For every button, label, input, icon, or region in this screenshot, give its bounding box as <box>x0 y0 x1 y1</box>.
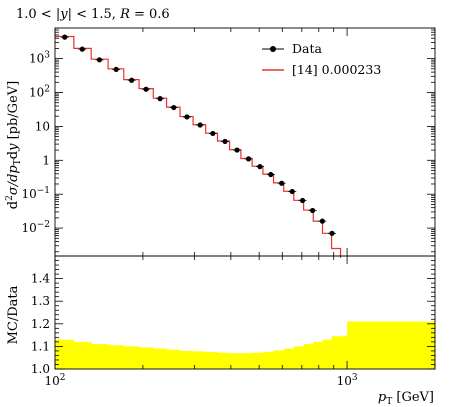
ratio-y-tick-label: 1.2 <box>31 317 50 331</box>
ratio-y-tick-label: 1.4 <box>31 272 50 286</box>
ratio-band-bin <box>240 353 253 369</box>
ratio-y-tick-label: 1.0 <box>31 362 50 376</box>
data-point <box>62 34 68 40</box>
main-y-tick-label: 10−2 <box>21 220 50 235</box>
ratio-band-bin <box>293 346 305 369</box>
chart-title: 1.0 < |y| < 1.5, R = 0.6 <box>16 7 170 22</box>
ratio-band-bin <box>313 341 323 369</box>
ratio-band-bin <box>139 347 154 369</box>
ratio-band-bin <box>322 339 332 369</box>
main-y-tick-label: 103 <box>29 51 50 66</box>
data-point <box>319 218 325 224</box>
data-point <box>96 57 103 63</box>
ratio-band-bin <box>91 344 109 369</box>
main-panel: 10−2 10−1 1 10 102 103 Data [14] 0.000233 <box>21 27 436 258</box>
ratio-panel: 1.0 1.1 1.2 1.3 1.4 102 103 <box>31 255 436 388</box>
data-point <box>129 77 135 83</box>
data-point <box>234 147 240 153</box>
ratio-band-bin <box>252 352 264 369</box>
ratio-frame <box>54 255 436 370</box>
legend: Data [14] 0.000233 <box>262 41 381 77</box>
main-y-tick-label: 102 <box>29 85 50 100</box>
ratio-band-bin <box>73 341 92 369</box>
data-point <box>309 207 316 214</box>
x-tick-labels: 102 103 <box>44 373 357 388</box>
data-point <box>299 197 306 204</box>
main-y-tick-label: 10−1 <box>21 186 50 201</box>
ratio-band-bin <box>347 321 436 369</box>
ratio-band-bin <box>262 351 274 369</box>
data-point <box>289 188 295 195</box>
ratio-y-axis-label: MC/Data <box>6 285 21 344</box>
data-point <box>210 130 216 137</box>
legend-data-marker <box>270 46 276 52</box>
data-point <box>329 230 335 236</box>
legend-mc-label: [14] 0.000233 <box>292 62 381 77</box>
ratio-band-bin <box>205 352 218 369</box>
legend-data-label: Data <box>292 41 322 56</box>
ratio-y-tick-label: 1.3 <box>31 294 50 308</box>
x-tick-label: 103 <box>337 373 358 388</box>
ratio-band-bin <box>153 348 167 369</box>
main-y-axis-label: d2σ/dpTdy [pb/GeV] <box>5 81 23 209</box>
data-point <box>245 156 252 162</box>
ratio-band-bin <box>217 352 230 369</box>
ratio-band-bin <box>229 353 242 369</box>
main-y-tick-label: 10 <box>35 119 50 133</box>
ratio-y-tick-label: 1.1 <box>31 339 50 353</box>
data-points <box>60 34 337 236</box>
ratio-band <box>55 321 436 369</box>
data-point <box>184 114 190 120</box>
ratio-band-bin <box>303 344 314 369</box>
ratio-axis-ticks <box>54 255 436 370</box>
data-point <box>197 122 203 128</box>
mc-histogram <box>55 35 342 258</box>
main-y-tick-labels: 10−2 10−1 1 10 102 103 <box>21 51 50 235</box>
ratio-band-bin <box>123 346 140 369</box>
data-point <box>222 138 228 145</box>
data-point <box>157 96 163 102</box>
main-y-tick-label: 1 <box>42 153 50 167</box>
mc-histogram-line <box>55 35 342 258</box>
x-axis-label: pT [GeV] <box>378 390 434 407</box>
data-point <box>79 46 85 52</box>
data-point <box>113 66 119 73</box>
legend-entry-data: Data <box>262 41 322 56</box>
ratio-band-bin <box>180 350 194 369</box>
data-point <box>143 86 149 92</box>
ratio-band-bin <box>55 339 75 369</box>
x-tick-label: 102 <box>44 373 65 388</box>
legend-entry-mc: [14] 0.000233 <box>262 62 381 77</box>
data-point <box>257 164 263 170</box>
ratio-band-bin <box>283 348 295 369</box>
data-point <box>268 171 274 178</box>
data-point <box>171 104 177 111</box>
ratio-band-bin <box>166 349 181 369</box>
ratio-y-tick-labels: 1.0 1.1 1.2 1.3 1.4 <box>31 272 50 376</box>
data-point <box>279 180 285 186</box>
ratio-band-bin <box>331 336 348 369</box>
ratio-band-bin <box>108 345 125 369</box>
ratio-band-bin <box>273 350 285 369</box>
ratio-band-bin <box>193 351 207 369</box>
